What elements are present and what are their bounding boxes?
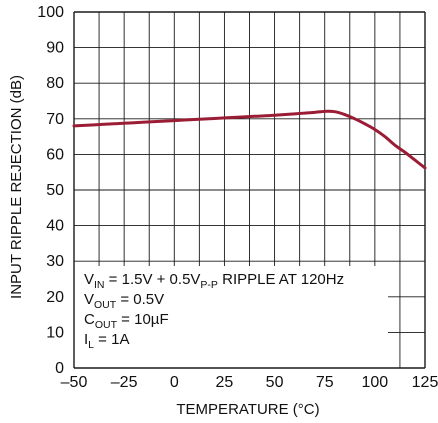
y-axis-label: INPUT RIPPLE REJECTION (dB) [8, 75, 25, 299]
series-layer [72, 109, 427, 170]
annotation-box: VIN = 1.5V + 0.5VP-P RIPPLE AT 120HzVOUT… [77, 266, 388, 365]
x-tick-label: –25 [111, 374, 138, 391]
x-tick-label: 100 [362, 374, 389, 391]
y-tick-label: 10 [46, 324, 64, 341]
x-tick-label: –50 [61, 374, 88, 391]
annotation-line: VOUT = 0.5V [84, 291, 164, 311]
y-tick-label: 0 [55, 360, 64, 377]
annotation-line: IL = 1A [84, 331, 129, 351]
annotation-line: VIN = 1.5V + 0.5VP-P RIPPLE AT 120Hz [84, 271, 344, 291]
y-tick-label: 80 [46, 75, 64, 92]
grid [73, 11, 426, 369]
y-tick-label: 70 [46, 111, 64, 128]
y-tick-label: 100 [37, 4, 64, 21]
y-tick-label: 90 [46, 40, 64, 57]
x-tick-label: 0 [170, 374, 179, 391]
annotation-line: COUT = 10µF [84, 311, 169, 331]
x-tick-label: 75 [316, 374, 334, 391]
tick-labels: –50 –25 0 25 50 75 100 125 0 10 20 30 40 50 60 70 80 90 10… [37, 4, 438, 391]
x-tick-label: 125 [412, 374, 438, 391]
y-tick-label: 30 [46, 253, 64, 270]
x-tick-label: 25 [216, 374, 234, 391]
series-line [72, 109, 427, 170]
x-tick-label: 50 [266, 374, 284, 391]
y-tick-label: 40 [46, 218, 64, 235]
y-tick-label: 60 [46, 146, 64, 163]
y-tick-label: 20 [46, 289, 64, 306]
y-tick-label: 50 [46, 182, 64, 199]
x-axis-label: TEMPERATURE (°C) [176, 401, 319, 418]
annotation-background [77, 266, 388, 365]
